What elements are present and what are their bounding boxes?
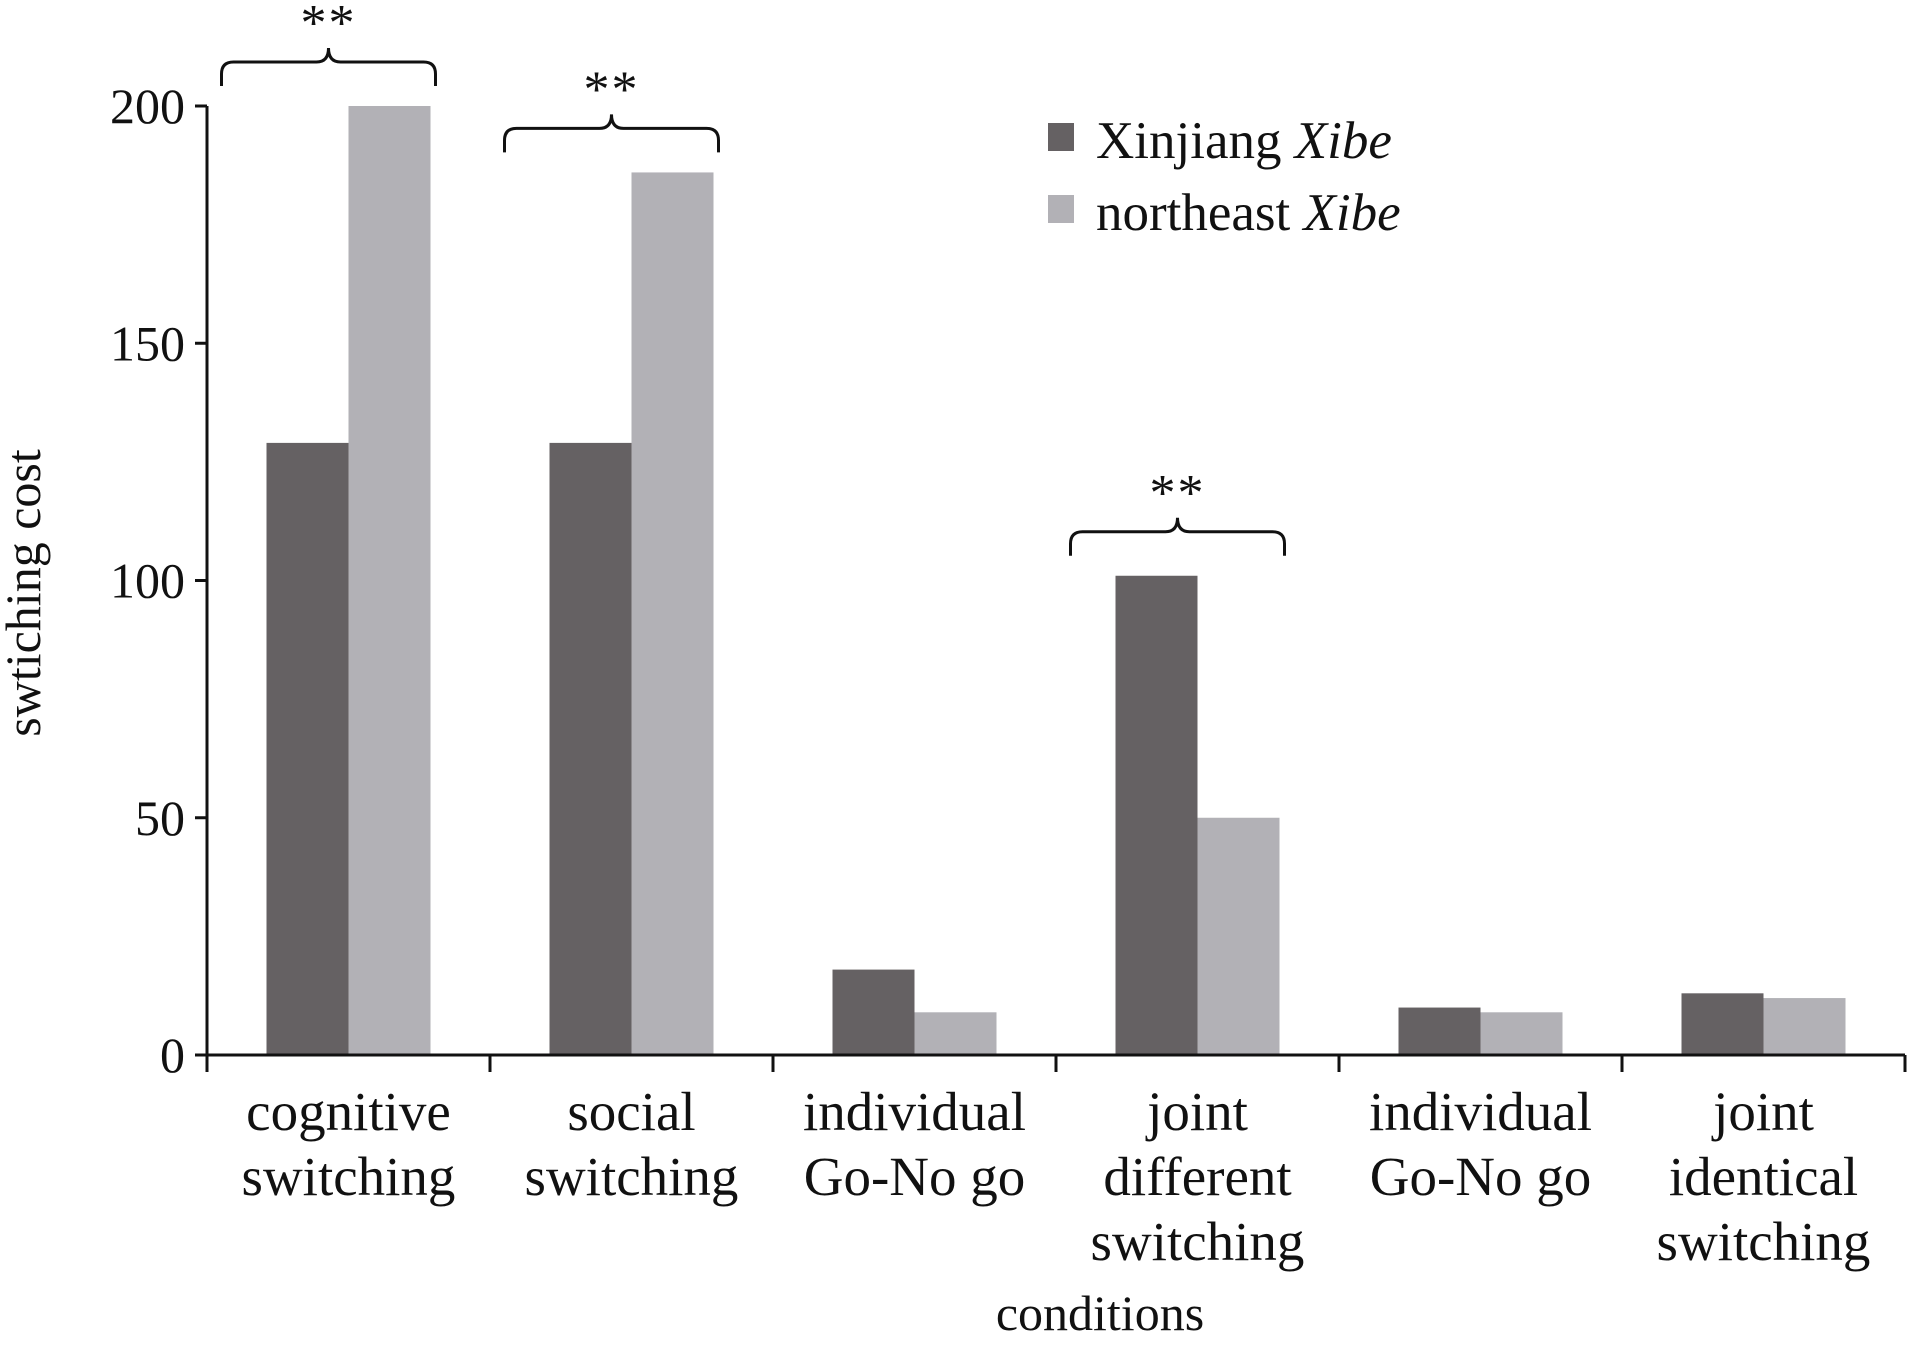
bar-xinjiang-2 <box>832 969 915 1055</box>
x-axis-title: conditions <box>996 1285 1204 1341</box>
legend-swatch-1 <box>1048 195 1074 223</box>
legend-series-name: Xinjiang <box>1096 112 1295 170</box>
y-tick-label-150: 150 <box>110 315 185 371</box>
x-category-line: cognitive <box>246 1081 451 1142</box>
legend-series-name-italic: Xibe <box>1293 112 1392 170</box>
x-category-label-1: social switching <box>525 1081 739 1207</box>
legend-series-name-italic: Xibe <box>1302 184 1401 242</box>
significance-bracket-3 <box>1069 517 1286 556</box>
x-category-label-5: joint identical switching <box>1657 1081 1871 1272</box>
x-category-line: different <box>1103 1146 1291 1207</box>
x-category-label-2: individual Go-No go <box>803 1081 1026 1207</box>
x-category-line: Go-No go <box>804 1146 1026 1207</box>
x-category-line: switching <box>1091 1211 1305 1272</box>
x-category-line: individual <box>803 1081 1026 1142</box>
x-category-line: joint <box>1145 1081 1248 1142</box>
significance-bracket-0 <box>220 47 437 86</box>
legend-swatch-0 <box>1048 123 1074 151</box>
x-category-line: joint <box>1711 1081 1814 1142</box>
legend-label-1: northeast Xibe <box>1096 184 1401 242</box>
significance-bracket-1 <box>503 114 720 153</box>
y-tick-label-50: 50 <box>135 790 185 846</box>
x-category-line: switching <box>242 1146 456 1207</box>
y-tick-labels: 0 50 100 150 200 <box>110 78 185 1083</box>
x-category-line: identical <box>1669 1146 1858 1207</box>
bar-northeast-4 <box>1480 1012 1563 1055</box>
y-tick-label-0: 0 <box>160 1027 185 1083</box>
bar-northeast-5 <box>1763 998 1846 1055</box>
bar-northeast-0 <box>348 106 431 1055</box>
legend-series-name: northeast <box>1096 184 1304 242</box>
bar-xinjiang-1 <box>549 442 632 1055</box>
bar-xinjiang-4 <box>1398 1007 1481 1055</box>
x-category-line: switching <box>525 1146 739 1207</box>
y-tick-label-200: 200 <box>110 78 185 134</box>
bar-xinjiang-3 <box>1115 575 1198 1055</box>
x-category-line: social <box>567 1081 695 1142</box>
bars-layer <box>266 106 1846 1055</box>
x-category-line: individual <box>1369 1081 1592 1142</box>
bar-northeast-2 <box>914 1012 997 1055</box>
y-axis-title: swtiching cost <box>0 449 51 737</box>
significance-label-0: ** <box>301 0 357 52</box>
axes-layer <box>195 104 1907 1072</box>
bar-northeast-3 <box>1197 817 1280 1055</box>
x-category-label-3: joint different switching <box>1091 1081 1305 1272</box>
significance-label-3: ** <box>1150 465 1206 522</box>
y-tick-label-100: 100 <box>110 553 185 609</box>
significance-layer: ** ** ** <box>220 0 1286 556</box>
x-category-line: Go-No go <box>1370 1146 1592 1207</box>
bar-northeast-1 <box>631 172 714 1055</box>
bar-xinjiang-5 <box>1681 993 1764 1055</box>
x-category-line: switching <box>1657 1211 1871 1272</box>
x-category-label-0: cognitive switching <box>242 1081 456 1207</box>
x-category-label-4: individual Go-No go <box>1369 1081 1592 1207</box>
significance-label-1: ** <box>584 61 640 118</box>
legend-label-0: Xinjiang Xibe <box>1096 112 1392 170</box>
bar-xinjiang-0 <box>266 442 349 1055</box>
